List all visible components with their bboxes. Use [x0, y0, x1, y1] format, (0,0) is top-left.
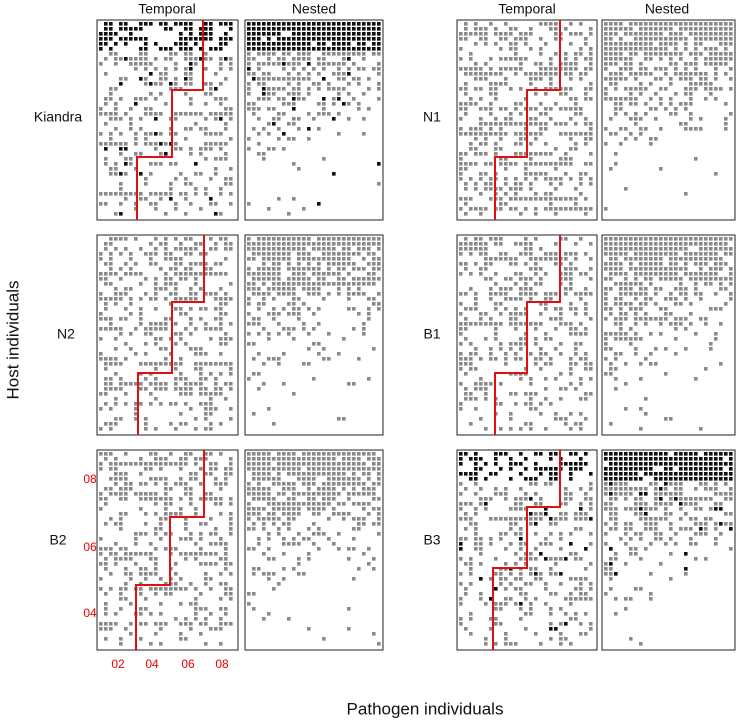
matrix-cells [247, 452, 381, 646]
diagonal-step [137, 235, 205, 435]
matrix-cells [99, 52, 233, 216]
x-axis-label: Pathogen individuals [347, 699, 504, 718]
panel-frame [244, 234, 384, 436]
diagonal-step [494, 20, 561, 220]
column-header: Temporal [498, 1, 556, 17]
column-header: Temporal [138, 1, 196, 17]
x-tick-label: 02 [111, 657, 125, 671]
y-tick-label: 06 [83, 540, 97, 554]
panel-frame [244, 19, 384, 221]
column-header: Nested [645, 1, 689, 17]
panel-frame [456, 19, 598, 221]
matrix-cells-dark [459, 452, 593, 631]
panel-label: N1 [423, 109, 441, 125]
panel-label: B3 [423, 532, 440, 548]
panel-label: N2 [57, 326, 75, 342]
panel-frame [96, 234, 239, 436]
matrix-cells [604, 22, 733, 211]
matrix-cells [604, 237, 733, 431]
y-axis-label: Host individuals [3, 280, 22, 399]
panel-frame [244, 449, 384, 651]
matrix-cells [459, 237, 593, 431]
y-tick-label: 04 [83, 606, 97, 620]
x-tick-label: 08 [215, 657, 229, 671]
panel-frame [96, 19, 239, 221]
panel-label: B2 [49, 532, 66, 548]
y-tick-label: 08 [83, 472, 97, 486]
matrix-cells [459, 482, 593, 646]
matrix-cells [459, 22, 593, 216]
panel-label: Kiandra [34, 109, 82, 125]
x-tick-label: 06 [181, 657, 195, 671]
panel-frame [456, 234, 598, 436]
panel-frame [601, 449, 736, 651]
panel-frame [456, 449, 598, 651]
diagonal-step [492, 450, 561, 650]
matrix-cells [247, 237, 381, 426]
panels [96, 19, 736, 651]
matrix-cells [99, 237, 233, 431]
x-tick-label: 04 [145, 657, 159, 671]
panel-frame [601, 19, 736, 221]
diagonal-step [494, 235, 561, 435]
column-header: Nested [292, 1, 336, 17]
matrix-cells [604, 482, 733, 646]
matrix-cells-dark [604, 452, 733, 576]
panel-frame [601, 234, 736, 436]
panel-label: B1 [423, 326, 440, 342]
diagonal-step [135, 450, 205, 650]
matrix-cells [99, 452, 233, 646]
panel-frame [96, 449, 239, 651]
matrix-cells-dark [247, 22, 381, 206]
matrix-cells [247, 52, 381, 216]
diagonal-step [136, 20, 204, 220]
